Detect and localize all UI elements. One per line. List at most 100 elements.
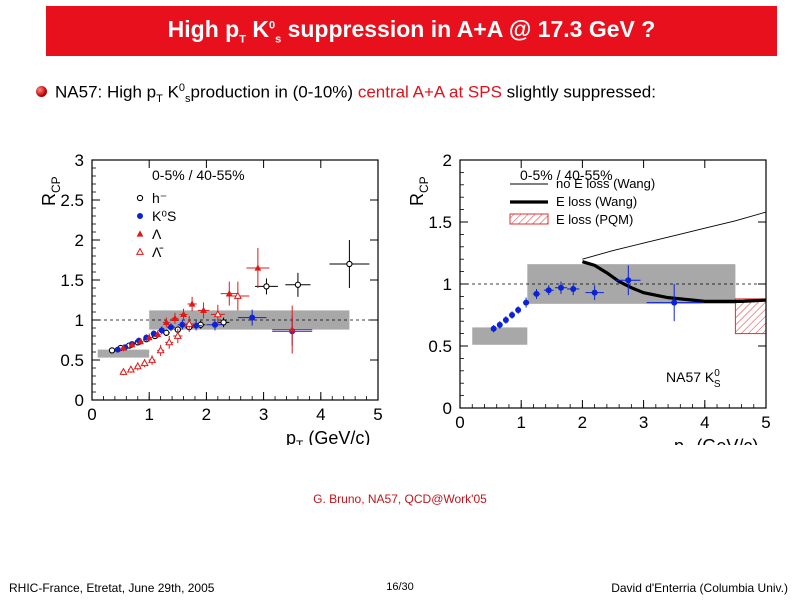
chart-left-rcp: 0 1 2 3 4 5 0 0.5 1 1.5 2 2.5 3 pT (GeV/c) RCP 0-5% / 4… — [39, 151, 383, 445]
x-axis-label: pT (GeV/c) — [286, 428, 370, 445]
chart-right-rcp: 0 1 2 3 4 5 0 0.5 1 1.5 2 pT (GeV/c) RCP 0-5% / 40-55… — [407, 151, 771, 445]
data-point — [154, 330, 162, 337]
data-point — [148, 355, 157, 363]
data-point — [249, 314, 256, 321]
legend-entry: Λ̄ — [152, 244, 163, 260]
y-axis-label: RCP — [407, 176, 431, 206]
x-tick-label: 2 — [578, 413, 587, 432]
data-point — [200, 306, 207, 313]
data-point — [120, 344, 127, 351]
data-point — [211, 321, 218, 328]
data-point — [136, 194, 144, 202]
x-axis-label: pT (GeV/c) — [674, 436, 758, 445]
y-tick-label: 0 — [443, 399, 452, 418]
x-tick-label: 5 — [373, 405, 382, 424]
data-point — [570, 285, 577, 292]
legend-entry: h⁻ — [152, 190, 167, 206]
y-tick-label: 1 — [443, 275, 452, 294]
page-number: 16/30 — [386, 581, 414, 593]
data-point — [545, 287, 552, 294]
credit-text: G. Bruno, NA57, QCD@Work'05 — [313, 492, 487, 506]
y-tick-label: 2.5 — [60, 191, 84, 210]
data-point — [233, 291, 242, 299]
data-point — [119, 367, 128, 375]
data-point — [179, 321, 186, 328]
y-tick-label: 1.5 — [428, 213, 452, 232]
data-point — [140, 358, 149, 367]
legend-entry: no E loss (Wang) — [556, 176, 655, 191]
data-point — [128, 341, 136, 348]
data-point — [220, 319, 227, 326]
series-Λ̄ — [119, 281, 250, 376]
data-point — [188, 300, 196, 307]
slide-title: High pT K0s suppression in A+A @ 17.3 Ge… — [167, 16, 656, 46]
title-bar: High pT K0s suppression in A+A @ 17.3 Ge… — [46, 6, 777, 56]
y-tick-label: 1 — [75, 311, 84, 330]
data-point — [523, 299, 530, 306]
chart-annotation: 0-5% / 40-55% — [520, 167, 613, 183]
data-point — [135, 247, 145, 255]
footer-left: RHIC-France, Etretat, June 29th, 2005 — [9, 581, 215, 595]
x-tick-label: 4 — [316, 405, 325, 424]
data-point — [156, 345, 165, 354]
data-point — [137, 338, 145, 345]
data-point — [591, 289, 598, 296]
legend-swatch-hatch — [509, 213, 549, 225]
y-tick-label: 2 — [443, 151, 452, 170]
data-point — [114, 346, 121, 353]
legend-entry: E loss (PQM) — [556, 212, 633, 227]
data-point — [165, 337, 174, 346]
y-tick-label: 2 — [75, 231, 84, 250]
data-point — [145, 334, 153, 341]
data-point — [133, 361, 142, 370]
data-point — [150, 330, 157, 337]
series-Λ — [120, 248, 313, 354]
data-point — [225, 290, 233, 297]
legend-entry: E loss (Wang) — [556, 194, 637, 209]
x-tick-label: 0 — [87, 405, 96, 424]
bullet-point: NA57: High pT K0sproduction in (0-10%) c… — [36, 82, 656, 105]
y-tick-label: 0 — [75, 391, 84, 410]
curve-no E loss (Wang) — [582, 211, 767, 260]
chart-corner-label: NA57 K0 S — [666, 368, 721, 390]
x-tick-label: 2 — [202, 405, 211, 424]
data-point — [625, 277, 632, 284]
y-tick-label: 0.5 — [60, 351, 84, 370]
data-point — [515, 307, 522, 314]
y-axis-label: RCP — [39, 176, 63, 206]
x-tick-label: 3 — [639, 413, 648, 432]
data-point — [137, 213, 143, 219]
data-point — [496, 321, 503, 328]
plot-frame — [91, 159, 379, 401]
data-point — [263, 283, 270, 290]
data-point — [288, 326, 296, 333]
data-point — [171, 314, 179, 321]
data-point — [213, 309, 222, 318]
bullet-icon — [36, 85, 47, 97]
y-tick-label: 3 — [75, 151, 84, 170]
x-tick-label: 3 — [259, 405, 268, 424]
curve-E loss (Wang) — [581, 260, 767, 303]
data-point — [126, 365, 135, 373]
data-point — [294, 281, 302, 288]
data-point — [346, 260, 353, 268]
x-tick-label: 4 — [700, 413, 709, 432]
y-tick-label: 0.5 — [428, 337, 452, 356]
systematic-band — [97, 349, 150, 358]
data-point — [162, 318, 170, 325]
data-point — [557, 284, 564, 291]
series-h⁻ — [108, 240, 370, 354]
data-point — [108, 347, 116, 354]
legend-entry: Λ — [152, 226, 162, 242]
data-point — [158, 327, 165, 334]
series-NA57 K⁰S — [490, 265, 702, 333]
data-point — [490, 325, 497, 332]
x-tick-label: 1 — [144, 405, 153, 424]
data-point — [533, 290, 540, 297]
data-point — [671, 299, 678, 306]
legend-entry: K⁰S — [152, 208, 176, 224]
data-point — [185, 319, 194, 327]
data-point — [254, 264, 262, 271]
data-point — [173, 331, 182, 339]
x-tick-label: 1 — [516, 413, 525, 432]
